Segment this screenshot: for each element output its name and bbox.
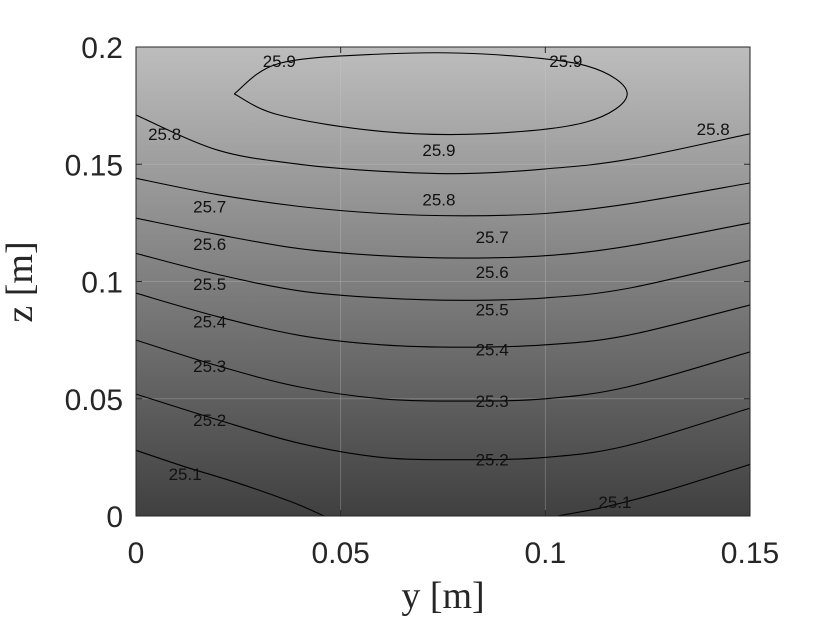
contour-label: 25.7 bbox=[476, 228, 509, 247]
contour-label: 25.4 bbox=[476, 341, 509, 360]
contour-label: 25.4 bbox=[193, 312, 226, 331]
contour-label: 25.5 bbox=[476, 301, 509, 320]
axis-ticks: 0 0.05 0.1 0.15 0 0.05 0.1 0.15 0.2 bbox=[65, 32, 780, 570]
contour-label: 25.6 bbox=[193, 235, 226, 254]
contour-label: 25.5 bbox=[193, 275, 226, 294]
contour-label: 25.8 bbox=[422, 190, 455, 209]
contour-line-25.1 bbox=[557, 463, 750, 516]
x-tick-label: 0 bbox=[128, 537, 145, 570]
y-tick-label: 0 bbox=[106, 501, 123, 534]
contour-labels: 25.1 25.1 25.2 25.3 25.4 25.5 25.6 25.7 25.8 25.9… bbox=[148, 52, 730, 512]
contour-line-25.1 bbox=[136, 449, 325, 516]
contour-label: 25.2 bbox=[476, 451, 509, 470]
contour-line-25.4 bbox=[136, 292, 750, 348]
contour-line-25.8 bbox=[136, 114, 750, 175]
contour-line-25.9 bbox=[233, 52, 628, 136]
contour-label: 25.7 bbox=[193, 197, 226, 216]
contour-label: 25.3 bbox=[476, 392, 509, 411]
x-tick-label: 0.1 bbox=[524, 537, 566, 570]
y-tick-label: 0.2 bbox=[81, 32, 123, 65]
contour-label: 25.9 bbox=[549, 52, 582, 71]
contour-label: 25.2 bbox=[193, 411, 226, 430]
contour-label: 25.9 bbox=[263, 52, 296, 71]
y-axis-label: z [m] bbox=[0, 241, 41, 322]
contour-label: 25.8 bbox=[148, 125, 181, 144]
contour-label: 25.8 bbox=[697, 120, 730, 139]
x-tick-label: 0.15 bbox=[721, 537, 779, 570]
y-tick-label: 0.05 bbox=[65, 384, 123, 417]
contour-line-25.6 bbox=[136, 217, 750, 259]
contour-line-25.7 bbox=[136, 177, 750, 217]
contour-label: 25.3 bbox=[193, 357, 226, 376]
contour-lines bbox=[136, 52, 750, 516]
contour-label: 25.9 bbox=[422, 141, 455, 160]
x-axis-label: y [m] bbox=[401, 575, 484, 617]
x-tick-label: 0.05 bbox=[311, 537, 369, 570]
contour-line-25.5 bbox=[136, 252, 750, 301]
contour-line-25.2 bbox=[136, 393, 750, 461]
y-tick-label: 0.1 bbox=[81, 267, 123, 300]
y-tick-label: 0.15 bbox=[65, 149, 123, 182]
contour-label: 25.1 bbox=[598, 493, 631, 512]
plot-background bbox=[136, 47, 750, 516]
contour-line-25.3 bbox=[136, 339, 750, 402]
contour-label: 25.1 bbox=[169, 465, 202, 484]
contour-label: 25.6 bbox=[476, 263, 509, 282]
